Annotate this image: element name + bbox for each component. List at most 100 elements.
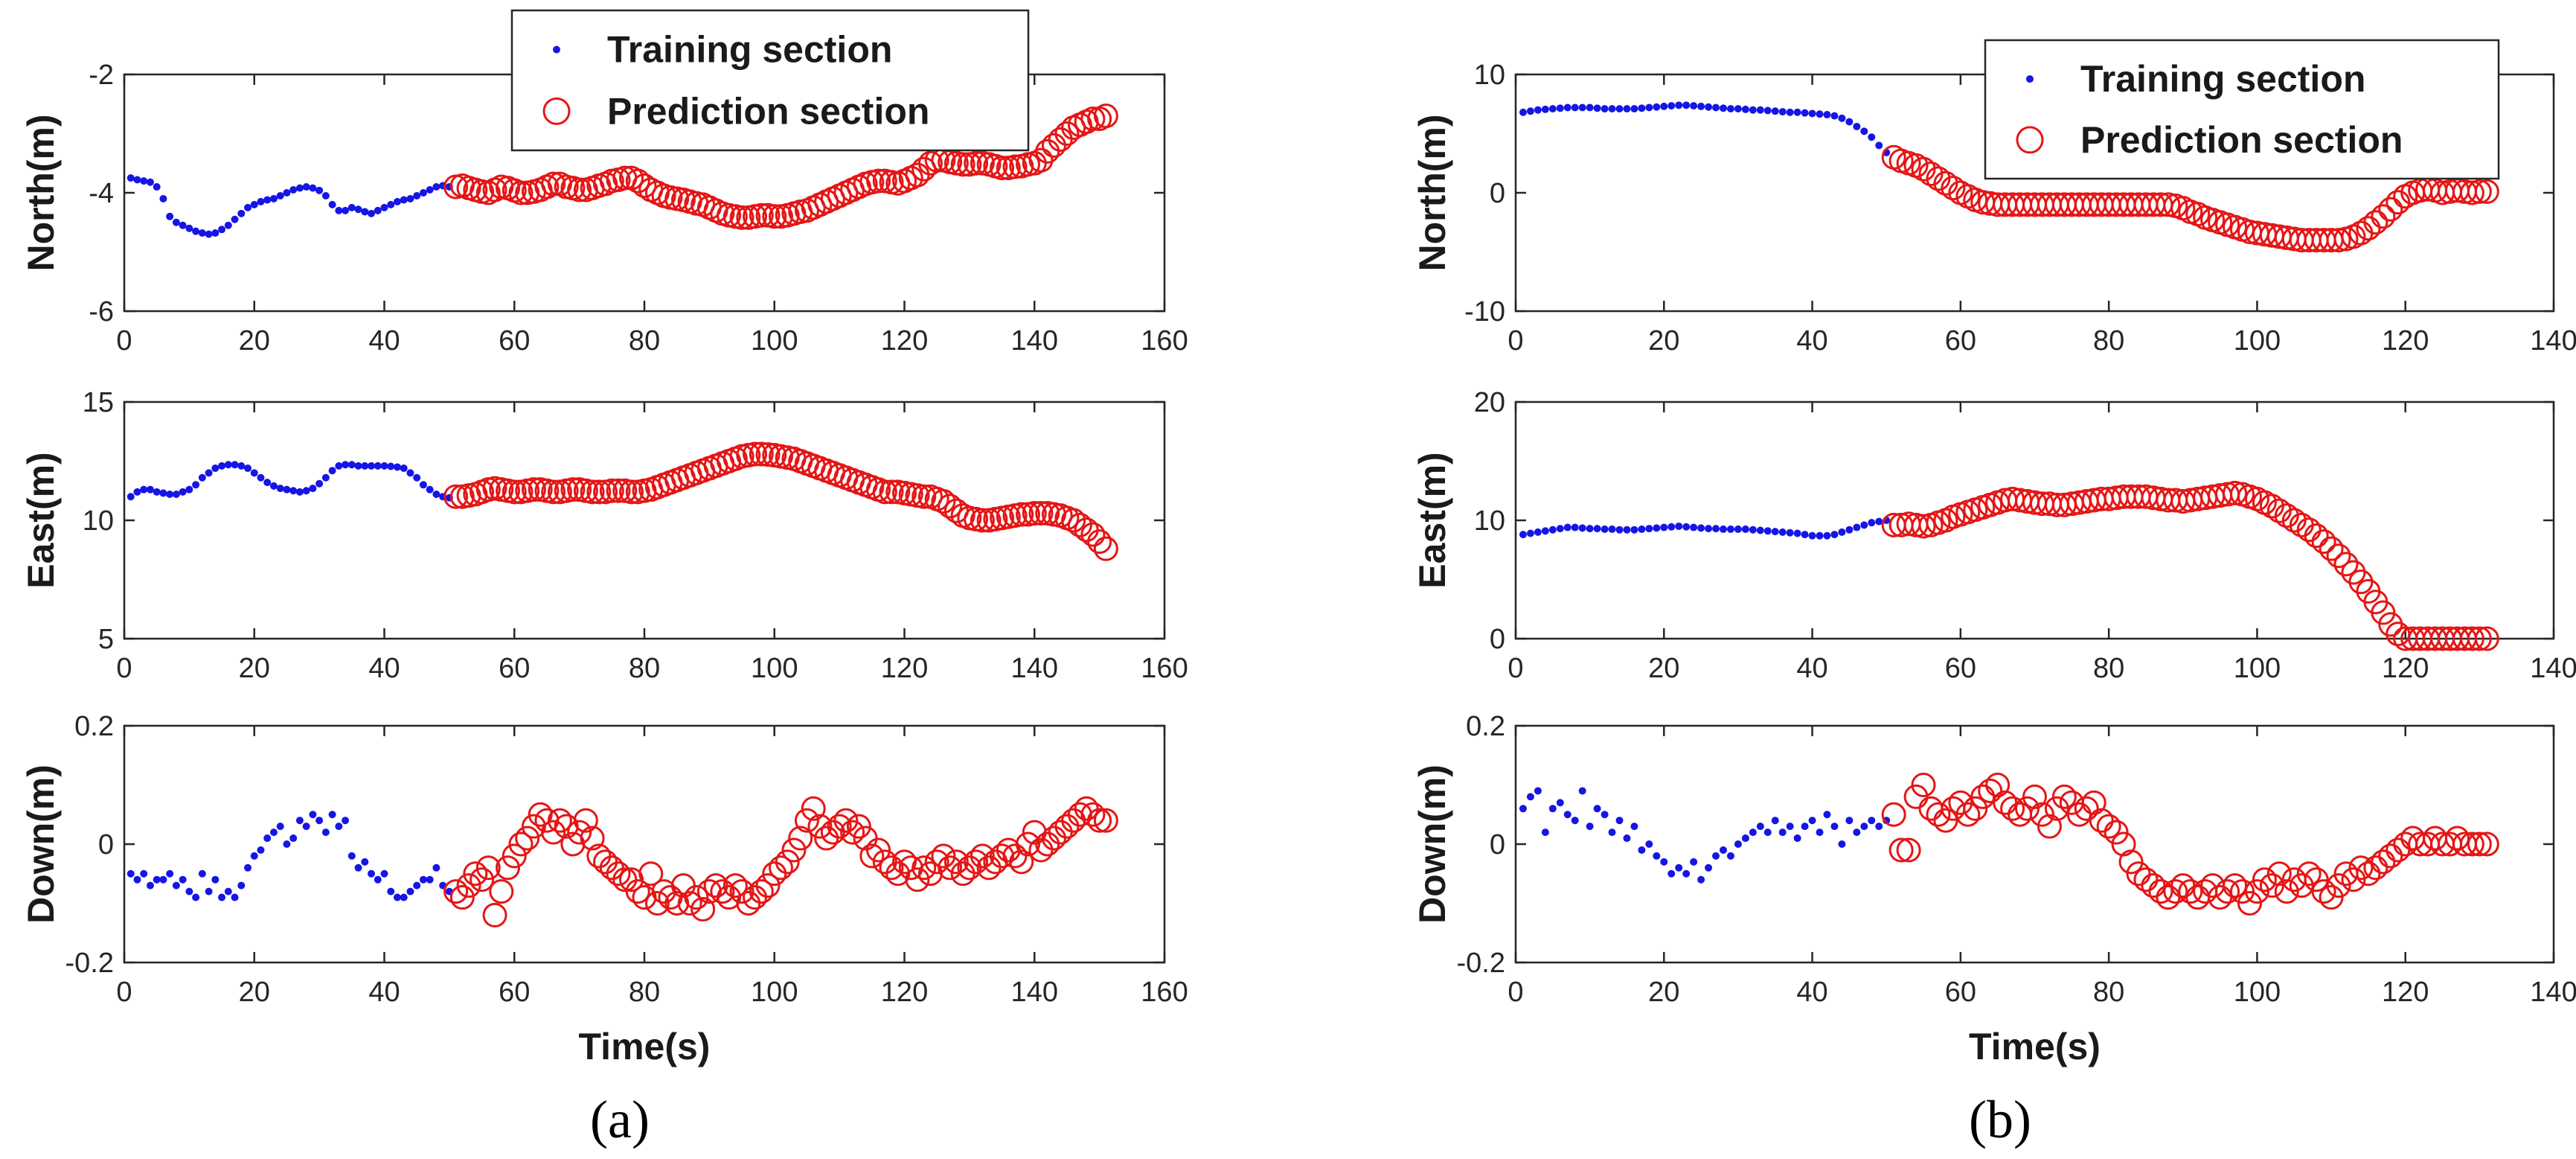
- training-point: [1741, 525, 1749, 533]
- y-tick-label: 0: [1490, 178, 1505, 209]
- x-tick-label: 120: [881, 653, 928, 684]
- prediction-point: [729, 205, 754, 230]
- prediction-point: [866, 168, 891, 194]
- training-point: [185, 887, 193, 895]
- prediction-point: [749, 879, 774, 904]
- prediction-point: [931, 843, 956, 869]
- prediction-point: [1080, 802, 1106, 827]
- y-tick-label: 0: [1490, 829, 1505, 861]
- training-point: [419, 189, 427, 197]
- training-point: [211, 464, 220, 473]
- prediction-point: [938, 494, 963, 519]
- training-point: [140, 177, 148, 185]
- training-point: [393, 197, 401, 205]
- prediction-point: [2371, 600, 2396, 625]
- prediction-point: [677, 891, 702, 916]
- x-tick-label: 40: [368, 653, 400, 684]
- prediction-point: [1009, 849, 1034, 875]
- prediction-point: [1926, 802, 1951, 827]
- training-point: [1778, 108, 1787, 116]
- training-point: [269, 828, 278, 837]
- training-point: [276, 823, 284, 831]
- training-point: [283, 485, 291, 494]
- x-tick-label: 0: [116, 977, 132, 1008]
- prediction-point: [2148, 879, 2173, 904]
- x-tick-label: 80: [2093, 325, 2124, 357]
- x-tick-label: 140: [2530, 325, 2576, 357]
- prediction-point: [1028, 147, 1054, 173]
- training-point: [380, 462, 388, 470]
- training-point: [133, 488, 141, 496]
- prediction-point: [879, 479, 904, 505]
- training-point: [205, 887, 213, 895]
- prediction-point: [729, 879, 754, 904]
- prediction-point: [547, 808, 572, 833]
- training-point: [1541, 828, 1549, 837]
- training-point: [269, 194, 278, 202]
- training-point: [1697, 524, 1705, 532]
- training-point: [406, 194, 414, 202]
- training-point: [1868, 519, 1876, 527]
- chart-b-east: 0 20 40 60 80 100 120 140 0 10 20 East(m): [1412, 387, 2576, 684]
- training-point: [432, 491, 440, 499]
- prediction-point: [586, 479, 612, 505]
- prediction-point: [2326, 873, 2351, 898]
- prediction-point: [580, 479, 605, 505]
- axes-box: [123, 724, 1166, 964]
- training-point: [1801, 109, 1809, 117]
- y-axis-label: North(m): [1412, 114, 1453, 271]
- x-tick-label: 80: [2093, 977, 2124, 1008]
- x-tick-label: 0: [1508, 977, 1523, 1008]
- training-point: [361, 858, 369, 866]
- prediction-point: [911, 855, 937, 881]
- prediction-point: [644, 891, 670, 916]
- prediction-point: [1061, 508, 1086, 533]
- training-point: [419, 875, 427, 884]
- training-point: [309, 485, 317, 493]
- prediction-point: [2296, 517, 2322, 543]
- x-tick-label: 40: [368, 325, 400, 357]
- prediction-point: [560, 477, 586, 502]
- training-point: [354, 863, 362, 872]
- x-tick-label: 140: [1011, 325, 1058, 357]
- training-point: [1816, 110, 1824, 118]
- x-tick-label: 40: [368, 977, 400, 1008]
- prediction-point: [749, 202, 774, 228]
- training-point: [315, 186, 324, 194]
- training-point: [413, 191, 421, 199]
- x-tick-label: 20: [239, 977, 270, 1008]
- training-point: [426, 186, 434, 194]
- training-point: [354, 205, 362, 214]
- x-axis-label: Time(s): [579, 1026, 711, 1067]
- prediction-point: [541, 171, 566, 197]
- training-point: [166, 491, 174, 499]
- training-point: [250, 852, 258, 860]
- training-point: [257, 846, 265, 854]
- training-point: [361, 208, 369, 216]
- training-point: [1593, 104, 1601, 112]
- x-tick-label: 140: [2530, 653, 2576, 684]
- training-point: [295, 488, 304, 496]
- training-point: [146, 178, 154, 186]
- training-point: [1778, 828, 1787, 837]
- training-point: [218, 226, 226, 234]
- training-point: [1645, 103, 1653, 112]
- prediction-point: [749, 441, 774, 467]
- prediction-point: [470, 867, 495, 893]
- legend-marker-prediction: [2016, 126, 2044, 154]
- training-point: [1741, 105, 1749, 113]
- training-point: [172, 881, 180, 890]
- x-tick-label: 20: [1648, 325, 1679, 357]
- prediction-point: [1903, 784, 1929, 809]
- prediction-point: [2474, 626, 2499, 651]
- training-point: [1675, 863, 1683, 872]
- x-tick-label: 80: [629, 325, 660, 357]
- prediction-point: [755, 442, 781, 467]
- training-point: [1556, 799, 1564, 807]
- prediction-point: [2444, 826, 2470, 851]
- training-point: [1623, 526, 1631, 534]
- training-point: [295, 184, 304, 192]
- x-tick-label: 100: [2234, 977, 2281, 1008]
- training-point: [1601, 525, 1609, 533]
